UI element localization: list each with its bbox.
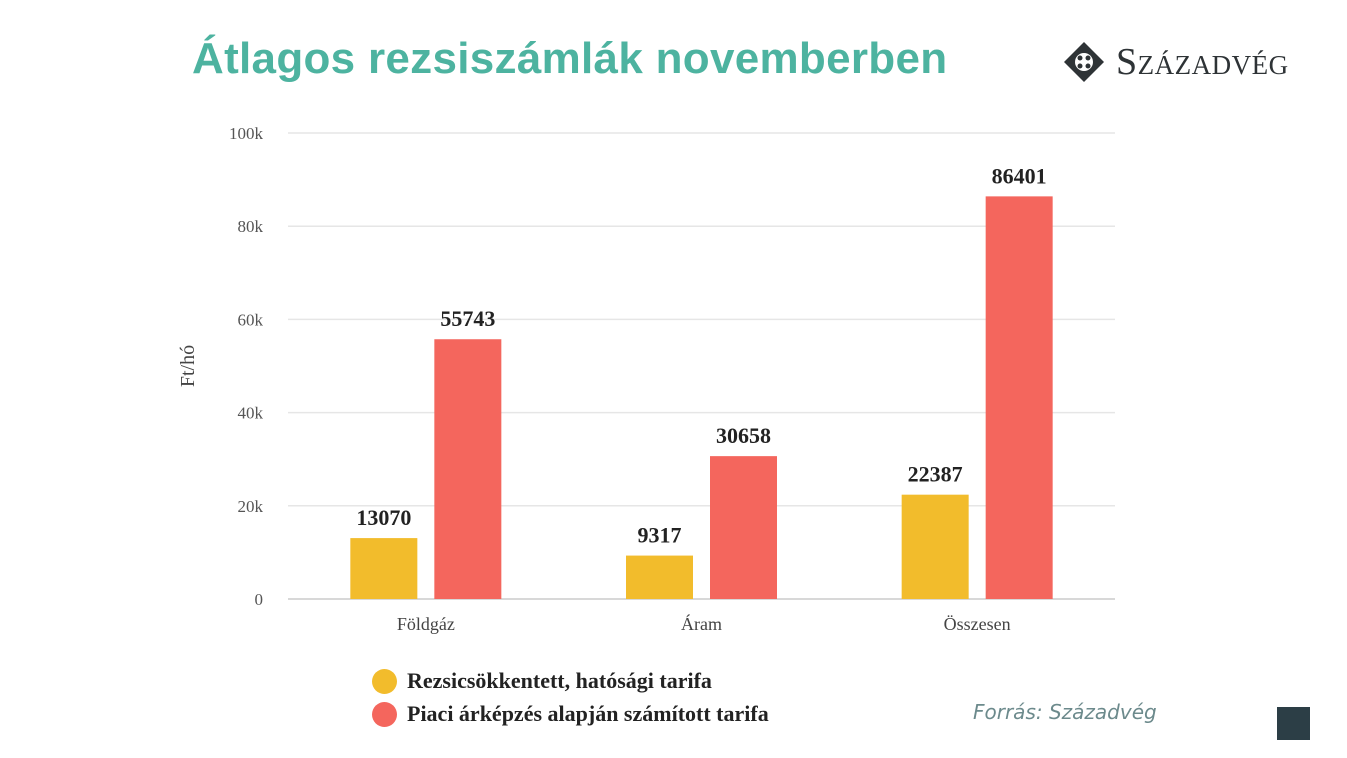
legend-swatch-2 (372, 701, 397, 727)
data-label: 22387 (908, 462, 963, 487)
bar-2 (985, 196, 1053, 599)
bar-1 (901, 494, 969, 599)
legend-item-2: Piaci árképzés alapján számított tarifa (372, 701, 769, 727)
data-label: 30658 (716, 423, 771, 448)
y-tick-label: 0 (255, 590, 264, 609)
data-label: 13070 (356, 505, 411, 530)
slide-marker (1277, 707, 1310, 740)
legend-swatch-1 (372, 668, 397, 694)
data-label: 86401 (992, 163, 1047, 188)
legend-label-2: Piaci árképzés alapján számított tarifa (407, 701, 769, 726)
data-label: 9317 (638, 523, 682, 548)
x-tick-label: Áram (681, 613, 722, 634)
y-tick-label: 40k (238, 404, 264, 423)
source-note: Forrás: Századvég (973, 700, 1157, 724)
legend-label-1: Rezsicsökkentett, hatósági tarifa (407, 668, 712, 693)
x-tick-label: Összesen (944, 614, 1011, 634)
logo-text: Századvég (1116, 41, 1289, 83)
chart-title: Átlagos rezsiszámlák novemberben (192, 34, 948, 83)
x-tick-label: Földgáz (397, 614, 455, 634)
logo: Századvég (1062, 40, 1289, 84)
bar-1 (350, 538, 418, 599)
y-tick-label: 100k (229, 124, 264, 143)
bar-2 (710, 456, 777, 599)
bar-2 (434, 339, 502, 599)
logo-diamond-icon (1064, 42, 1104, 82)
y-tick-label: 60k (238, 310, 264, 329)
y-axis-label: Ft/hó (177, 345, 199, 387)
y-tick-label: 20k (238, 497, 264, 516)
y-tick-label: 80k (238, 217, 264, 236)
bar-1 (626, 555, 693, 599)
legend-item-1: Rezsicsökkentett, hatósági tarifa (372, 668, 712, 694)
bar-chart: 0 20k 40k 60k 80k 100k Ft/hó Földgáz 13070 55743 Á… (177, 124, 1115, 634)
data-label: 55743 (440, 306, 495, 331)
